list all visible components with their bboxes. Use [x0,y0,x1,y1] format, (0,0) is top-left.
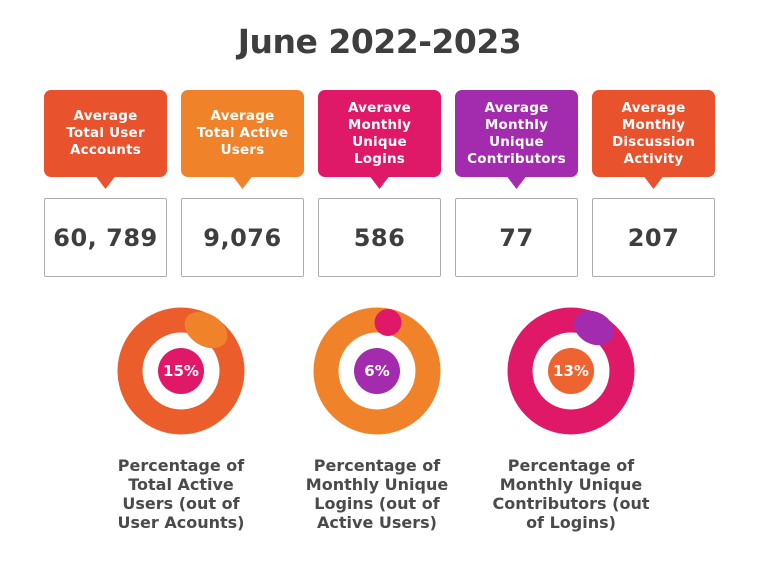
callout-pointer [369,176,390,189]
donut-caption: Percentage of Monthly Unique Logins (out o… [305,456,449,532]
stat-callout: Average Total Active Users [181,90,304,177]
stat-value-box: 9,076 [181,198,304,277]
stat-label: Averave Monthly Unique Logins [347,99,412,167]
stat-callout: Average Monthly Unique Contributors [455,90,578,177]
stat-label: Average Monthly Unique Contributors [467,99,566,167]
donut-chart-active-users-pct: 15% [117,307,245,435]
donut-center-disc [354,348,400,394]
stat-card-total-user-accounts: Average Total User Accounts 60, 789 [44,90,167,290]
stat-value: 586 [353,223,406,252]
callout-pointer [232,176,253,189]
stat-value: 60, 789 [53,223,158,252]
stat-card-monthly-unique-logins: Averave Monthly Unique Logins 586 [318,90,441,290]
donut-center-disc [548,348,594,394]
stat-label: Average Total Active Users [196,108,289,158]
stat-card-total-active-users: Average Total Active Users 9,076 [181,90,304,290]
stat-callout: Average Monthly Discussion Activity [592,90,715,177]
stat-value-box: 207 [592,198,715,277]
stat-callout: Averave Monthly Unique Logins [318,90,441,177]
donut-center-disc [158,348,204,394]
stat-label: Average Monthly Discussion Activity [611,99,696,167]
donut-chart-unique-contributors-pct: 13% [507,307,635,435]
stat-label: Average Total User Accounts [66,108,145,158]
donut-segment [184,311,228,349]
stat-value-box: 77 [455,198,578,277]
donut-segment [573,310,615,346]
donut-chart-unique-logins-pct: 6% [313,307,441,435]
callout-pointer [506,176,527,189]
donut-ring [117,307,245,435]
donut-percent-label: 6% [364,362,389,380]
donut-ring [507,307,635,435]
callout-pointer [643,176,664,189]
donut-caption: Percentage of Total Active Users (out of Us… [117,456,245,532]
stat-callout: Average Total User Accounts [44,90,167,177]
stat-card-monthly-unique-contributors: Average Monthly Unique Contributors 77 [455,90,578,290]
donut-caption: Percentage of Monthly Unique Contributors … [492,456,650,532]
donut-percent-label: 15% [163,362,199,380]
callout-pointer [95,176,116,189]
stat-value-box: 586 [318,198,441,277]
stat-card-monthly-discussion-activity: Average Monthly Discussion Activity 207 [592,90,715,290]
page-title: June 2022-2023 [237,22,522,61]
stat-value: 9,076 [203,223,282,252]
stat-value: 77 [499,223,534,252]
stat-value-box: 60, 789 [44,198,167,277]
donut-segment [374,309,402,336]
stat-value: 207 [627,223,680,252]
donut-percent-label: 13% [553,362,589,380]
